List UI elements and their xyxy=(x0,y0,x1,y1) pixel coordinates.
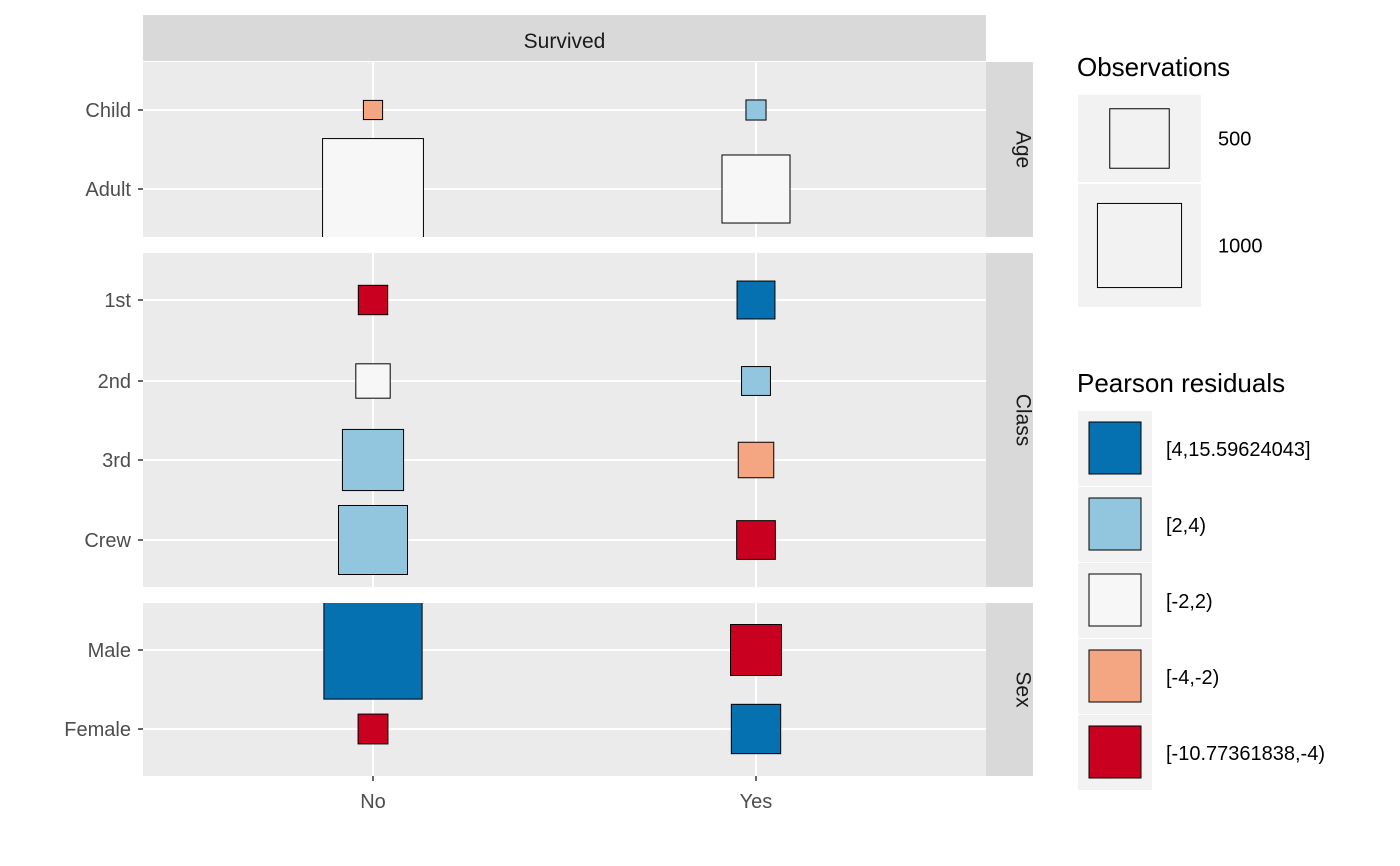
column-strip xyxy=(143,15,986,61)
legend-fill-swatch xyxy=(1088,725,1142,779)
y-tick-label: 2nd xyxy=(98,371,131,393)
cell-3rd-no xyxy=(341,428,405,492)
cell-2nd-no xyxy=(355,363,391,399)
y-tick-label: Child xyxy=(85,100,131,122)
legend-residuals: Pearson residuals [4,15.59624043] [2,4) [-2… xyxy=(1077,368,1325,790)
x-tick-label: No xyxy=(360,791,386,813)
panel-cells xyxy=(337,280,776,576)
legend-fill-label: [-10.77361838,-4) xyxy=(1166,743,1325,765)
cell-child-no xyxy=(362,99,384,121)
row-strip-label: Class xyxy=(1012,394,1035,447)
cell-adult-no xyxy=(322,138,424,237)
row-strip xyxy=(986,253,1033,587)
row-strip-label: Sex xyxy=(1012,671,1035,708)
row-strip xyxy=(986,603,1033,776)
y-tick-label: 1st xyxy=(104,290,131,312)
legend-observations-title: Observations xyxy=(1077,52,1230,82)
panel-cells xyxy=(323,603,782,755)
cell-3rd-yes xyxy=(737,441,775,479)
legend-fill-swatch xyxy=(1088,497,1142,551)
legend-fill-label: [4,15.59624043] xyxy=(1166,439,1311,461)
legend-fill-swatch xyxy=(1088,421,1142,475)
legend-size-swatch xyxy=(1096,202,1183,289)
legend-size-label: 1000 xyxy=(1218,236,1263,258)
legend-fill-label: [-2,2) xyxy=(1166,591,1213,613)
panel-background xyxy=(143,62,986,237)
legend-size-label: 500 xyxy=(1218,129,1251,151)
cell-2nd-yes xyxy=(741,366,771,396)
cell-crew-yes xyxy=(736,520,776,560)
cell-female-yes xyxy=(730,703,782,755)
panel-sex: Male Female Sex xyxy=(64,603,1035,776)
cell-adult-yes xyxy=(721,154,791,224)
legend-fill-label: [-4,-2) xyxy=(1166,667,1219,689)
legend-size-swatch xyxy=(1109,108,1170,169)
panel-class: 1st 2nd 3rd Crew Class xyxy=(84,253,1035,587)
cell-crew-no xyxy=(337,504,409,576)
cell-1st-no xyxy=(357,284,389,316)
y-tick-label: 3rd xyxy=(102,450,131,472)
y-tick-label: Male xyxy=(88,640,131,662)
x-tick-label: Yes xyxy=(740,791,773,813)
cell-male-no xyxy=(323,603,423,700)
cell-child-yes xyxy=(745,99,767,121)
row-strip-label: Age xyxy=(1012,131,1035,168)
legend-residuals-title: Pearson residuals xyxy=(1077,368,1285,398)
column-strip-label: Survived xyxy=(524,30,606,53)
panel-background xyxy=(143,603,986,776)
panel-background xyxy=(143,253,986,587)
y-tick-label: Adult xyxy=(85,179,131,201)
panel-age: Child Adult Age xyxy=(85,62,1035,237)
cell-1st-yes xyxy=(736,280,776,320)
legend-observations: Observations 500 1000 xyxy=(1077,52,1263,307)
y-tick-label: Crew xyxy=(84,530,131,552)
cell-male-yes xyxy=(730,624,782,676)
cell-female-no xyxy=(357,713,389,745)
legend-fill-swatch xyxy=(1088,573,1142,627)
panel-cells xyxy=(322,99,791,237)
legend-fill-swatch xyxy=(1088,649,1142,703)
row-strip xyxy=(986,62,1033,237)
legend-fill-label: [2,4) xyxy=(1166,515,1206,537)
y-tick-label: Female xyxy=(64,719,131,741)
